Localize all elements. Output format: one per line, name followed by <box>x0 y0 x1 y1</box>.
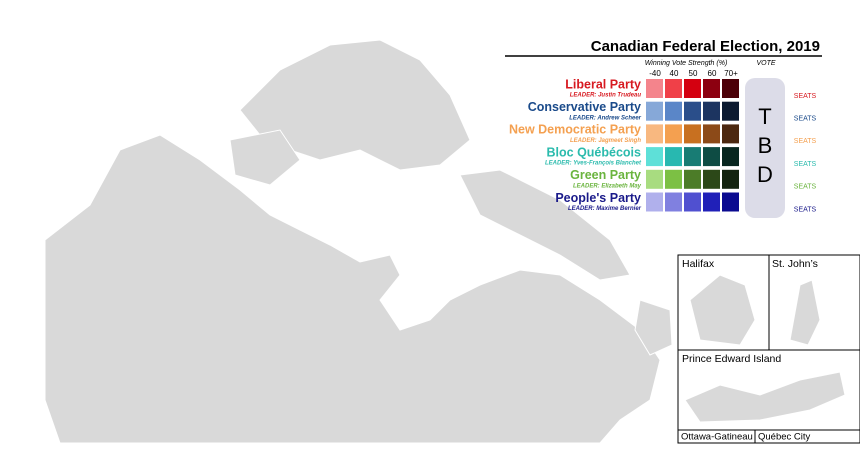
mainland <box>44 134 661 444</box>
title: Canadian Federal Election, 2019 <box>591 38 820 55</box>
inset-label: Halifax <box>682 258 715 270</box>
inset-label: St. John’s <box>772 258 818 270</box>
party-leader: LEADER: Justin Trudeau <box>570 93 642 99</box>
inset-label: Prince Edward Island <box>682 353 781 365</box>
seats-label: SEATS <box>794 206 817 213</box>
scale-label: 70+ <box>724 69 738 78</box>
party-name: New Democratic Party <box>509 123 641 137</box>
swatch <box>646 147 663 167</box>
swatch <box>722 147 739 167</box>
swatch <box>646 169 663 189</box>
seats-label: SEATS <box>794 184 817 191</box>
scale-label: 50 <box>689 69 698 78</box>
swatch <box>646 192 663 212</box>
pei-shape <box>684 371 846 423</box>
scale-label: 60 <box>708 69 717 78</box>
party-leader: LEADER: Yves-François Blanchet <box>545 161 642 167</box>
swatch <box>665 192 682 212</box>
swatch <box>703 79 720 98</box>
swatch <box>665 101 682 121</box>
seats-label: SEATS <box>794 93 817 100</box>
seats-label: SEATS <box>794 161 817 168</box>
baffin-island <box>459 169 631 281</box>
seats-label: SEATS <box>794 116 817 123</box>
swatch <box>665 79 682 98</box>
swatch <box>722 192 739 212</box>
scale-label: -40 <box>649 69 661 78</box>
swatch <box>722 124 739 144</box>
swatch <box>646 124 663 144</box>
seats-label: SEATS <box>794 138 817 145</box>
party-leader: LEADER: Jagmeet Singh <box>570 138 641 144</box>
stjohns-shape <box>789 279 821 346</box>
inset-label: Ottawa-Gatineau <box>681 432 753 443</box>
swatch <box>722 169 739 189</box>
party-name: Conservative Party <box>528 100 641 114</box>
swatch <box>684 124 701 144</box>
swatch <box>646 101 663 121</box>
newfoundland <box>634 299 673 356</box>
tbd-box <box>745 78 785 218</box>
swatch <box>684 101 701 121</box>
insets <box>677 254 860 444</box>
party-leader: LEADER: Elizabeth May <box>573 183 642 189</box>
party-name: Green Party <box>570 168 641 182</box>
swatch <box>703 101 720 121</box>
tbd-letter: D <box>757 162 773 187</box>
swatch <box>665 147 682 167</box>
swatch <box>703 124 720 144</box>
inset-box <box>754 429 860 444</box>
swatch <box>684 147 701 167</box>
scale-title: Winning Vote Strength (%) <box>645 60 728 67</box>
party-name: People's Party <box>555 191 641 205</box>
swatch <box>703 169 720 189</box>
swatch <box>684 79 701 98</box>
halifax-shape <box>689 274 756 346</box>
tbd-letter: B <box>758 133 773 158</box>
swatch <box>684 169 701 189</box>
swatch <box>665 169 682 189</box>
party-leader: LEADER: Andrew Scheer <box>569 115 641 121</box>
swatch <box>684 192 701 212</box>
swatch <box>722 101 739 121</box>
vote-label: VOTE <box>756 60 775 67</box>
party-leader: LEADER: Maxime Bernier <box>568 206 642 212</box>
canada-map <box>44 39 673 444</box>
victoria-island <box>229 129 301 186</box>
swatch <box>703 192 720 212</box>
swatch <box>703 147 720 167</box>
swatch <box>665 124 682 144</box>
inset-label: Québec City <box>758 432 811 443</box>
scale-label: 40 <box>670 69 679 78</box>
swatch <box>646 79 663 98</box>
swatch <box>722 79 739 98</box>
party-name: Bloc Québécois <box>547 145 642 159</box>
party-name: Liberal Party <box>565 77 641 91</box>
tbd-letter: T <box>758 104 771 129</box>
